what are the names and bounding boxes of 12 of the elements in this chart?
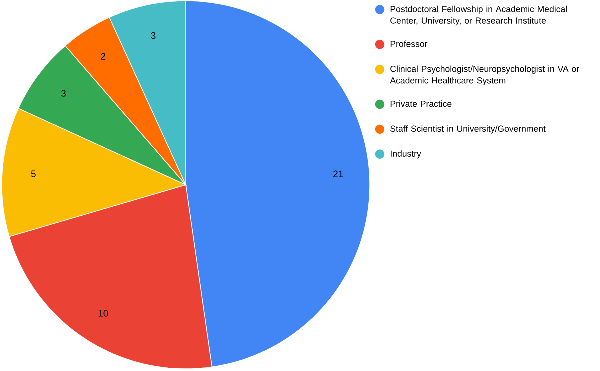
legend-label: Professor xyxy=(390,40,428,48)
data-label: 21 xyxy=(334,170,344,178)
data-label: 10 xyxy=(98,310,108,317)
data-label: 3 xyxy=(151,32,156,40)
legend-label: Staff Scientist in University/Government xyxy=(390,126,546,134)
data-label: 2 xyxy=(101,53,106,60)
legend-label: Private Practice xyxy=(390,100,452,108)
legend-label: Postdoctoral Fellowship in Academic Medical Center, University, or Research Institute xyxy=(390,6,567,26)
legend-label: Industry xyxy=(391,150,422,159)
data-label: 3 xyxy=(61,90,66,97)
data-label: 5 xyxy=(31,170,36,178)
legend-label: Clinical Psychologist/Neuropsychologist in VA or Academic Healthcare System xyxy=(390,66,580,86)
